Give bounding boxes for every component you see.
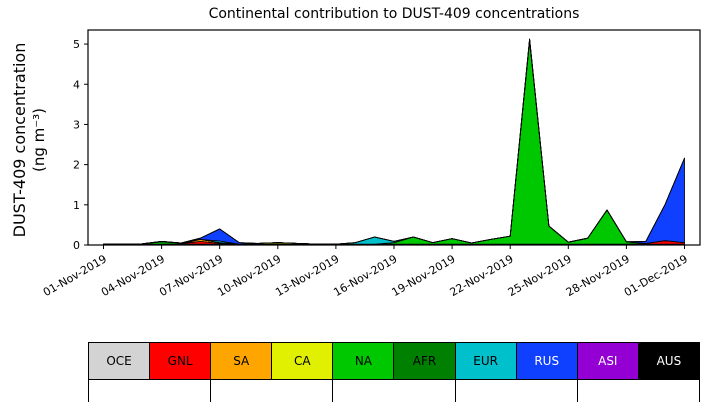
x-tick-label: 16-Nov-2019 <box>331 252 399 299</box>
x-tick-label: 01-Dec-2019 <box>622 252 690 299</box>
legend-item-rus: RUS <box>515 342 578 380</box>
x-tick-label: 01-Nov-2019 <box>41 252 109 299</box>
legend-empty-cell <box>210 379 334 402</box>
x-tick-label: 04-Nov-2019 <box>99 252 167 299</box>
x-tick-label: 19-Nov-2019 <box>390 252 458 299</box>
legend-item-na: NA <box>332 342 395 380</box>
x-tick-label: 22-Nov-2019 <box>448 252 516 299</box>
legend-item-gnl: GNL <box>149 342 212 380</box>
y-tick-label: 2 <box>73 159 80 172</box>
x-tick-label: 07-Nov-2019 <box>157 252 225 299</box>
plot-frame <box>87 29 701 246</box>
chart-title: Continental contribution to DUST-409 con… <box>208 6 580 22</box>
legend-empty-cell <box>88 379 212 402</box>
y-tick-label: 0 <box>73 239 80 252</box>
legend-item-afr: AFR <box>393 342 456 380</box>
legend-empty-cell <box>454 379 578 402</box>
legend-item-eur: EUR <box>454 342 517 380</box>
legend-item-oce: OCE <box>88 342 151 380</box>
legend-item-sa: SA <box>210 342 273 380</box>
legend-item-asi: ASI <box>576 342 639 380</box>
plot-background <box>88 30 700 245</box>
y-tick-label: 1 <box>73 199 80 212</box>
x-tick-label: 25-Nov-2019 <box>506 252 574 299</box>
y-tick-label: 5 <box>73 38 80 51</box>
y-tick-label: 3 <box>73 118 80 131</box>
x-tick-label: 10-Nov-2019 <box>215 252 283 299</box>
y-tick-label: 4 <box>73 78 80 91</box>
chart-plot: 01234501-Nov-201904-Nov-201907-Nov-20191… <box>41 29 701 299</box>
x-tick-label: 13-Nov-2019 <box>273 252 341 299</box>
series-area-aus <box>103 38 685 245</box>
x-tick-label: 28-Nov-2019 <box>564 252 632 299</box>
legend-second-row <box>88 379 701 402</box>
legend-item-ca: CA <box>271 342 334 380</box>
legend-item-aus: AUS <box>637 342 700 380</box>
legend-empty-cell <box>332 379 456 402</box>
legend-empty-cell <box>576 379 701 402</box>
legend: OCE GNL SA CA NA AFR EUR RUS ASI AUS <box>88 342 700 380</box>
